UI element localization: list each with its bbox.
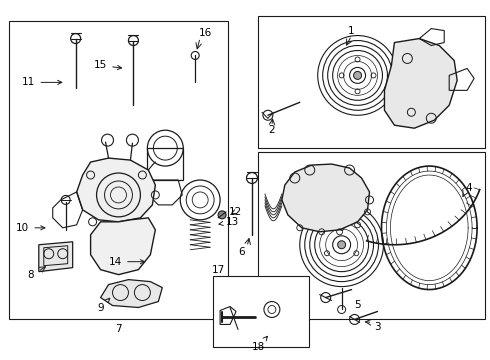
Text: 9: 9 [97, 298, 110, 312]
Polygon shape [100, 280, 162, 307]
Circle shape [338, 241, 345, 249]
Text: 2: 2 [269, 125, 275, 135]
Text: 15: 15 [94, 60, 122, 71]
Text: 13: 13 [219, 217, 239, 227]
Text: 17: 17 [212, 265, 225, 275]
Bar [258, 152, 485, 319]
Text: 1: 1 [348, 26, 355, 36]
Text: 3: 3 [374, 323, 381, 332]
Text: 12: 12 [228, 207, 242, 217]
Text: 6: 6 [239, 247, 245, 257]
Bar [147, 148, 183, 180]
Circle shape [218, 211, 226, 219]
Text: 16: 16 [198, 28, 212, 37]
Polygon shape [91, 218, 155, 275]
Circle shape [354, 71, 362, 80]
Text: 10: 10 [16, 223, 45, 233]
Polygon shape [76, 158, 155, 222]
Text: 5: 5 [354, 300, 361, 310]
Polygon shape [39, 242, 73, 272]
Text: 18: 18 [251, 336, 268, 352]
Polygon shape [282, 164, 369, 232]
Bar [9, 21, 228, 319]
Bar [258, 15, 485, 148]
Bar [213, 276, 309, 347]
Text: 14: 14 [109, 257, 145, 267]
Text: 4: 4 [466, 183, 472, 193]
Text: 7: 7 [115, 324, 122, 334]
Polygon shape [385, 39, 457, 128]
Text: 11: 11 [22, 77, 62, 87]
Text: 8: 8 [27, 270, 34, 280]
